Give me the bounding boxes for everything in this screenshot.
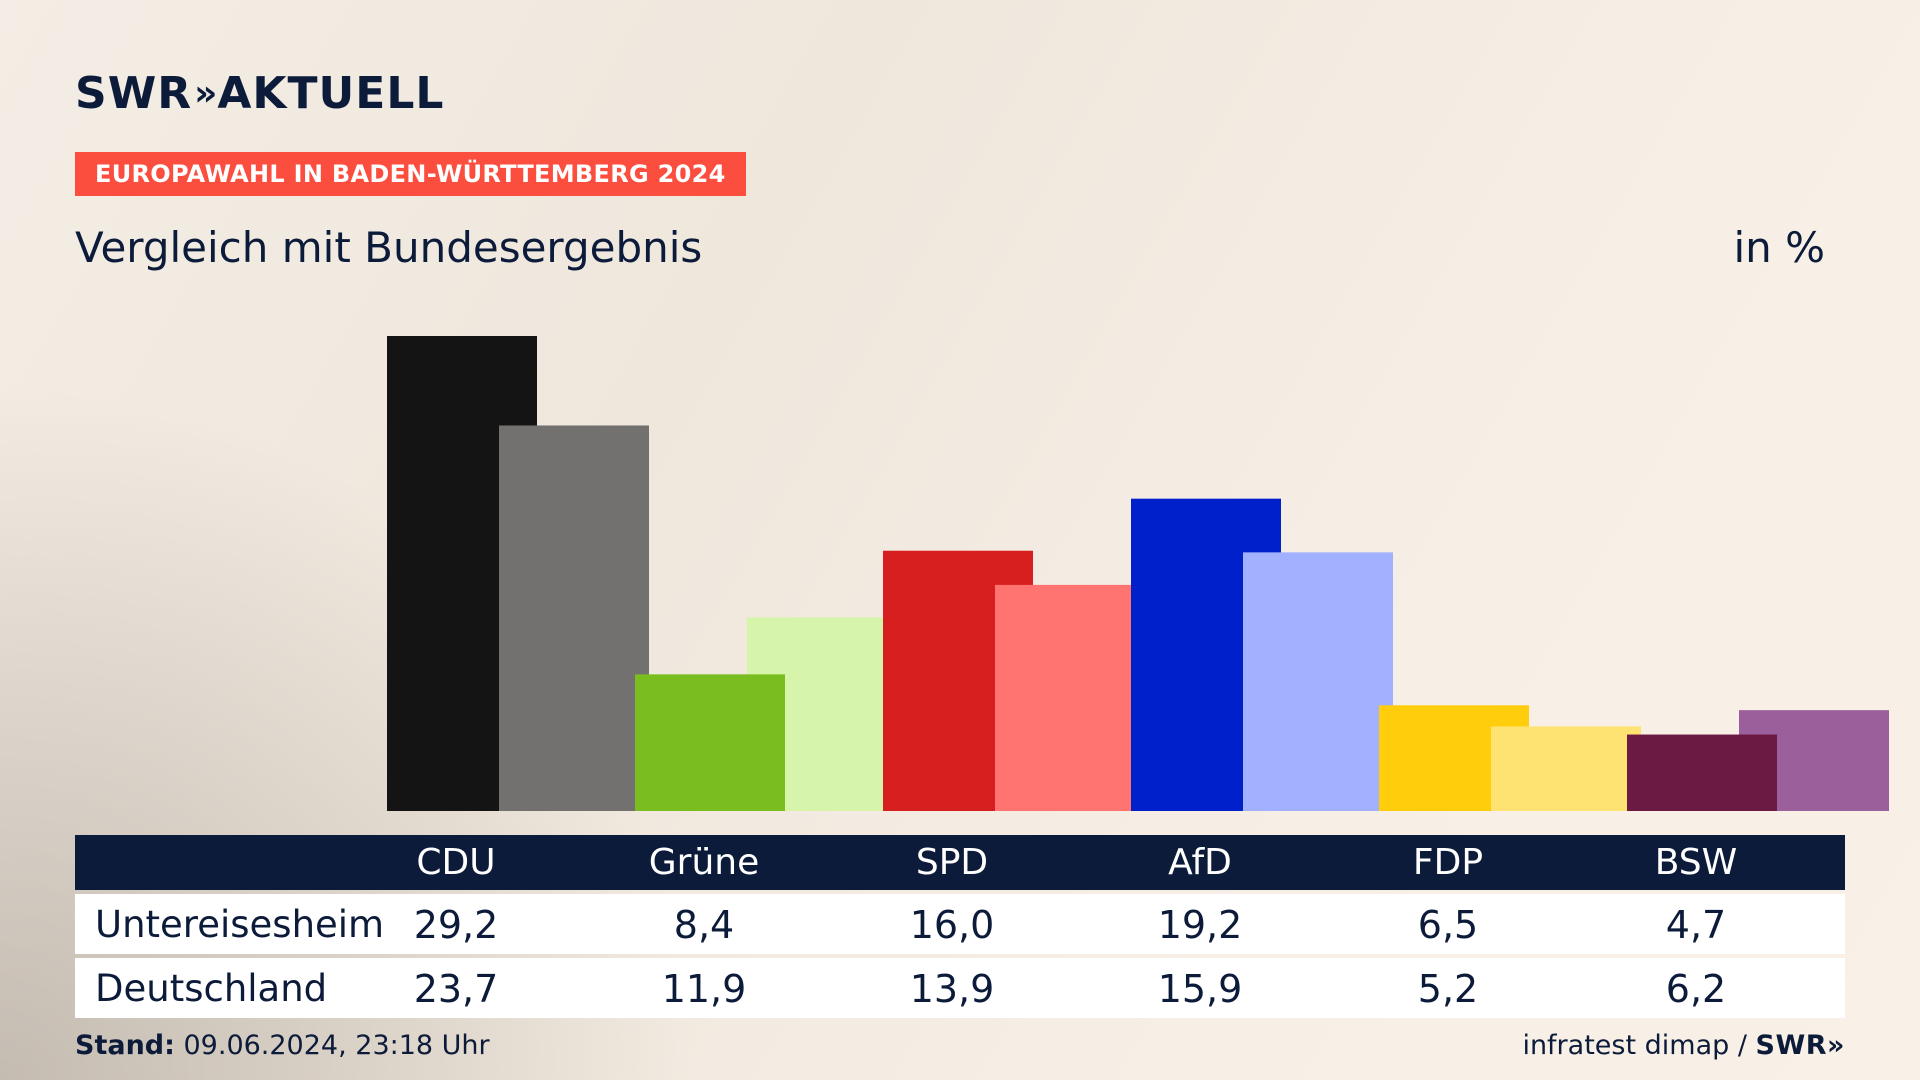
election-tag: EUROPAWAHL IN BADEN-WÜRTTEMBERG 2024 <box>75 152 746 196</box>
source-text: infratest dimap / <box>1522 1030 1756 1061</box>
bar-deutschland-fdp <box>1491 726 1641 811</box>
value-cell-afd: 15,9 <box>1157 967 1243 1011</box>
column-header-spd: SPD <box>915 842 989 883</box>
column-header-bsw: BSW <box>1654 842 1738 883</box>
bar-chart <box>387 336 1889 811</box>
swr-brand-icon: SWR» <box>1755 1030 1845 1061</box>
source-credit: infratest dimap / SWR» <box>1522 1030 1845 1061</box>
results-table: CDU Grüne SPD AfD FDP BSW Untereisesheim 29,2… <box>75 835 1845 1018</box>
unit-label: in % <box>1733 223 1825 272</box>
value-cell-afd: 19,2 <box>1157 903 1243 947</box>
stand-label: Stand: <box>75 1030 175 1061</box>
bar-deutschland-cdu <box>499 425 649 811</box>
swr-aktuell-logo: SWR » AKTUELL <box>75 68 444 119</box>
timestamp: Stand: 09.06.2024, 23:18 Uhr <box>75 1030 490 1061</box>
value-cell-bsw: 4,7 <box>1665 903 1727 947</box>
table-row-deutschland: Deutschland 23,7 11,9 13,9 15,9 5,2 6,2 <box>75 958 1845 1018</box>
chart-subtitle: Vergleich mit Bundesergebnis <box>75 223 703 272</box>
logo-chevron-icon: » <box>194 73 217 114</box>
column-header-grüne: Grüne <box>648 842 760 883</box>
value-cell-grüne: 11,9 <box>661 967 747 1011</box>
row-label: Deutschland <box>95 967 328 1010</box>
table-header: CDU Grüne SPD AfD FDP BSW <box>75 835 1845 890</box>
value-cell-spd: 13,9 <box>909 967 995 1011</box>
value-cell-cdu: 29,2 <box>413 903 499 947</box>
value-cell-fdp: 5,2 <box>1417 967 1479 1011</box>
column-header-cdu: CDU <box>416 842 496 883</box>
value-cell-grüne: 8,4 <box>673 903 735 947</box>
row-label: Untereisesheim <box>95 903 385 946</box>
stand-value: 09.06.2024, 23:18 Uhr <box>174 1030 490 1061</box>
value-cell-bsw: 6,2 <box>1665 967 1727 1011</box>
value-cell-cdu: 23,7 <box>413 967 499 1011</box>
bar-deutschland-afd <box>1243 552 1393 811</box>
logo-aktuell: AKTUELL <box>217 68 445 119</box>
table-row-untereisesheim: Untereisesheim 29,2 8,4 16,0 19,2 6,5 4,7 <box>75 894 1845 954</box>
bar-deutschland-spd <box>995 584 1145 811</box>
bar-untereisesheim-grüne <box>635 674 785 811</box>
column-header-afd: AfD <box>1168 842 1232 883</box>
value-cell-spd: 16,0 <box>909 903 995 947</box>
column-header-fdp: FDP <box>1412 842 1484 883</box>
bar-untereisesheim-bsw <box>1627 734 1777 811</box>
logo-swr: SWR <box>75 68 193 119</box>
value-cell-fdp: 6,5 <box>1417 903 1479 947</box>
